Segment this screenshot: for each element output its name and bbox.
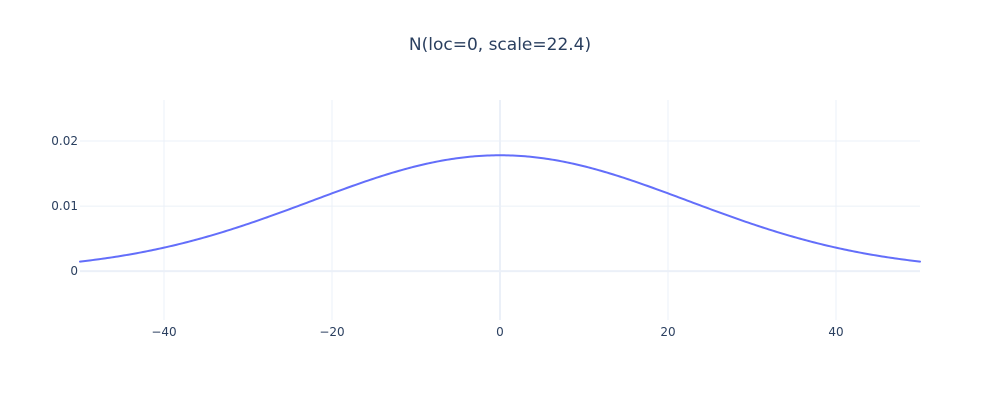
data-point[interactable] [371,176,377,182]
chart-title: N(loc=0, scale=22.4) [409,35,591,55]
data-point[interactable] [413,163,419,169]
data-point[interactable] [875,253,881,259]
x-tick-label: 40 [828,325,843,339]
data-point[interactable] [665,190,671,196]
data-point[interactable] [119,253,125,259]
data-point[interactable] [749,221,755,227]
data-point[interactable] [497,152,503,158]
x-axis-ticks: −40 −20 0 20 40 [151,325,843,339]
series-layer [79,152,923,265]
y-tick-label: 0.02 [51,134,78,148]
data-point[interactable] [791,234,797,240]
x-tick-label: −40 [151,325,176,339]
x-tick-label: 20 [660,325,675,339]
data-point[interactable] [455,155,461,161]
data-point[interactable] [287,206,293,212]
y-tick-label: 0.01 [51,199,78,213]
zero-lines [80,100,920,320]
data-point[interactable] [623,176,629,182]
data-point[interactable] [581,163,587,169]
data-point[interactable] [707,206,713,212]
data-point[interactable] [161,245,167,251]
x-tick-label: −20 [319,325,344,339]
y-tick-label: 0 [70,264,78,278]
x-tick-label: 0 [496,325,504,339]
y-axis-ticks: 0 0.01 0.02 [51,134,78,278]
data-point[interactable] [833,245,839,251]
data-point[interactable] [245,221,251,227]
data-point[interactable] [539,155,545,161]
pdf-series-line [79,154,921,263]
data-point[interactable] [917,259,923,265]
data-point[interactable] [329,190,335,196]
data-point[interactable] [203,234,209,240]
